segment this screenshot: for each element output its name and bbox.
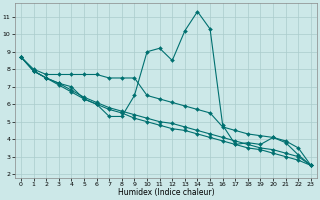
X-axis label: Humidex (Indice chaleur): Humidex (Indice chaleur) — [118, 188, 214, 197]
